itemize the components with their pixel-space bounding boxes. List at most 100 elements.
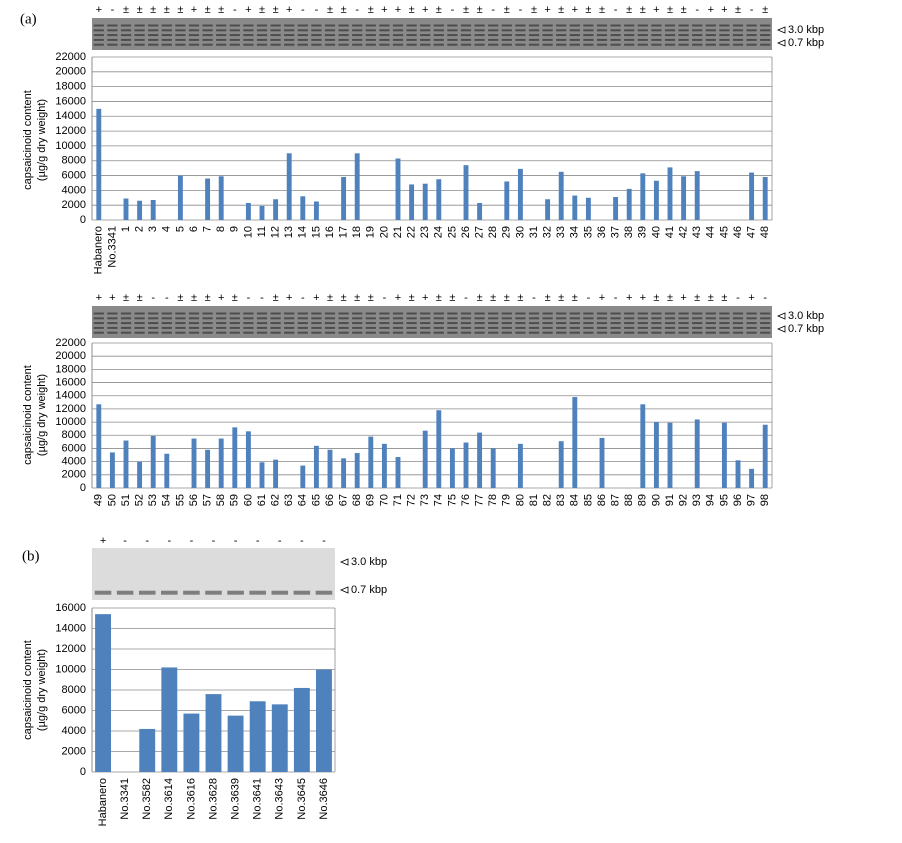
gel-band bbox=[293, 590, 311, 595]
x-tick-label: Habanero bbox=[97, 778, 109, 826]
x-tick-label: 46 bbox=[732, 226, 744, 238]
bar bbox=[762, 177, 768, 220]
gel-band bbox=[583, 317, 594, 320]
genotype-label: ± bbox=[150, 4, 156, 16]
x-tick-label: 71 bbox=[392, 494, 404, 506]
gel-band bbox=[719, 34, 730, 37]
gel-band bbox=[488, 24, 499, 27]
genotype-label: - bbox=[355, 4, 359, 16]
x-tick-label: 51 bbox=[120, 494, 132, 506]
gel-band bbox=[338, 24, 349, 27]
bar bbox=[96, 108, 102, 220]
gel-band bbox=[392, 43, 404, 46]
gel-band bbox=[719, 326, 730, 329]
gel-band bbox=[515, 43, 526, 46]
gel-band bbox=[583, 43, 594, 46]
gel-band bbox=[610, 38, 621, 41]
bar bbox=[96, 404, 102, 488]
gel-band bbox=[256, 317, 268, 320]
gel-band bbox=[134, 322, 145, 325]
x-tick-label: 15 bbox=[310, 226, 322, 238]
gel-band bbox=[338, 312, 349, 315]
gel-marker-label: 3.0 kbp bbox=[788, 24, 824, 36]
gel-band bbox=[583, 34, 594, 37]
x-tick-label: 83 bbox=[555, 494, 567, 506]
gel-band bbox=[760, 34, 771, 37]
gel-band bbox=[501, 326, 512, 329]
gel-band bbox=[678, 312, 689, 315]
gel-band bbox=[229, 322, 240, 325]
x-tick-label: 82 bbox=[542, 494, 554, 506]
gel-band bbox=[637, 29, 648, 32]
genotype-label: + bbox=[218, 292, 224, 304]
gel-band bbox=[379, 317, 390, 320]
gel-band bbox=[270, 317, 281, 320]
gel-band bbox=[732, 29, 744, 32]
bar bbox=[545, 199, 551, 220]
bar bbox=[205, 449, 211, 488]
gel-band bbox=[107, 29, 118, 32]
bar bbox=[293, 687, 310, 772]
gel-band bbox=[270, 29, 281, 32]
gel-band bbox=[569, 326, 580, 329]
gel-band bbox=[352, 34, 363, 37]
gel-band bbox=[596, 312, 608, 315]
gel-band bbox=[107, 326, 118, 329]
gel-band bbox=[474, 322, 485, 325]
y-tick-label: 14000 bbox=[55, 110, 86, 122]
gel-band bbox=[637, 322, 648, 325]
gel-band bbox=[134, 43, 145, 46]
gel-band bbox=[188, 322, 200, 325]
gel-band bbox=[161, 38, 172, 41]
gel-band bbox=[311, 43, 322, 46]
genotype-label: + bbox=[626, 292, 632, 304]
gel-band bbox=[392, 322, 404, 325]
gel-band bbox=[692, 43, 703, 46]
x-tick-label: 24 bbox=[433, 226, 445, 238]
gel-band bbox=[93, 34, 104, 37]
bar bbox=[161, 667, 178, 772]
bar bbox=[354, 453, 360, 488]
gel-band bbox=[148, 322, 159, 325]
gel-band bbox=[624, 326, 635, 329]
bar bbox=[300, 196, 306, 220]
y-tick-label: 12000 bbox=[55, 403, 86, 415]
x-tick-label: 21 bbox=[392, 226, 404, 238]
gel-band bbox=[243, 317, 254, 320]
x-tick-label: 45 bbox=[718, 226, 730, 238]
gel-band bbox=[664, 317, 676, 320]
gel-band bbox=[93, 29, 104, 32]
gel-band bbox=[256, 322, 268, 325]
genotype-label: - bbox=[519, 4, 523, 16]
gel-band bbox=[352, 326, 363, 329]
x-tick-label: 56 bbox=[188, 494, 200, 506]
x-tick-label: 89 bbox=[637, 494, 649, 506]
gel-band bbox=[243, 322, 254, 325]
x-tick-label: 94 bbox=[705, 494, 717, 506]
gel-band bbox=[610, 326, 621, 329]
genotype-label: ± bbox=[653, 292, 659, 304]
gel-band bbox=[284, 43, 295, 46]
gel-band bbox=[583, 38, 594, 41]
gel-band bbox=[474, 43, 485, 46]
gel-band bbox=[556, 43, 567, 46]
gel-band bbox=[311, 24, 322, 27]
genotype-label: - bbox=[247, 292, 251, 304]
gel-band bbox=[93, 317, 104, 320]
x-tick-label: 7 bbox=[202, 226, 214, 232]
gel-band bbox=[651, 24, 662, 27]
gel-band bbox=[542, 34, 553, 37]
gel-band bbox=[107, 34, 118, 37]
bar bbox=[232, 427, 238, 488]
gel-band bbox=[746, 312, 757, 315]
x-tick-label: 30 bbox=[514, 226, 526, 238]
gel-band bbox=[216, 331, 227, 334]
genotype-label: - bbox=[151, 292, 155, 304]
y-tick-label: 12000 bbox=[55, 125, 86, 137]
x-tick-label: 23 bbox=[419, 226, 431, 238]
genotype-label: ± bbox=[327, 4, 333, 16]
gel-band bbox=[542, 29, 553, 32]
y-tick-label: 14000 bbox=[55, 390, 86, 402]
x-tick-label: 60 bbox=[242, 494, 254, 506]
gel-band bbox=[488, 34, 499, 37]
